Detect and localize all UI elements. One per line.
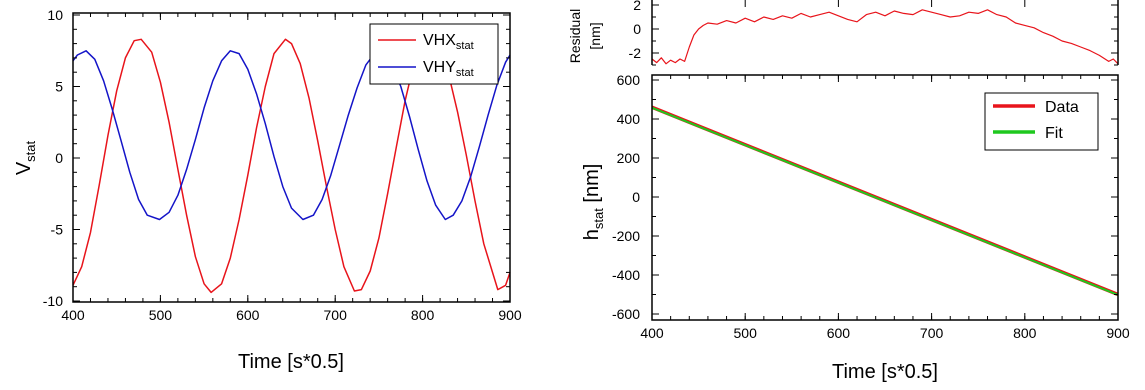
left-x-tick-label: 600 bbox=[236, 307, 260, 323]
residual-y-tick-label: -2 bbox=[629, 45, 642, 61]
residual-y-axis-label-line2: [nm] bbox=[587, 22, 603, 49]
height-y-label-suffix: [nm] bbox=[581, 164, 603, 208]
left-legend-vhx-base: VHX bbox=[423, 32, 456, 49]
height-x-tick-label: 600 bbox=[827, 325, 851, 341]
left-y-label-sub: stat bbox=[23, 140, 38, 161]
left-legend-box bbox=[369, 23, 499, 85]
left-series-line-1 bbox=[72, 50, 511, 221]
left-legend-vhx-sub: stat bbox=[456, 40, 474, 52]
height-y-tick-label: 600 bbox=[617, 72, 641, 88]
height-y-tick-label: -400 bbox=[612, 267, 640, 283]
left-legend-label-vhx: VHXstat bbox=[423, 32, 474, 52]
residual-series-layer bbox=[651, 9, 1119, 65]
height-x-axis-label: Time [s*0.5] bbox=[832, 361, 938, 383]
left-x-axis-label: Time [s*0.5] bbox=[238, 351, 344, 373]
left-y-tick-label: 10 bbox=[47, 7, 63, 23]
left-legend: VHXstat VHYstat bbox=[369, 23, 499, 85]
height-y-tick-label: 0 bbox=[632, 189, 640, 205]
residual-series-line-0 bbox=[651, 9, 1119, 65]
height-x-tick-label: 900 bbox=[1106, 325, 1130, 341]
residual-y-tick-label: 2 bbox=[633, 0, 641, 13]
height-chart: 400 500 600 700 800 900 600 400 200 0 -200 -400 -600… bbox=[581, 72, 1130, 383]
height-legend-label-fit: Fit bbox=[1045, 125, 1063, 142]
left-y-tick-label: -5 bbox=[51, 222, 64, 238]
left-axes: 400 500 600 700 800 900 10 5 0 -5 -10 bbox=[43, 7, 522, 323]
height-y-label-base: h bbox=[581, 229, 603, 240]
residual-y-tick-label: 0 bbox=[633, 21, 641, 37]
height-series-layer bbox=[651, 105, 1119, 297]
left-y-tick-label: -10 bbox=[43, 293, 63, 309]
residual-y-axis-label-line1: Residual bbox=[567, 9, 583, 63]
height-legend: Data Fit bbox=[984, 92, 1099, 151]
height-x-tick-label: 500 bbox=[734, 325, 758, 341]
height-y-tick-label: 400 bbox=[617, 111, 641, 127]
left-x-tick-label: 500 bbox=[149, 307, 173, 323]
residual-axes: 2 0 -2 bbox=[629, 0, 1119, 66]
left-y-tick-label: 0 bbox=[55, 150, 63, 166]
left-x-tick-label: 900 bbox=[498, 307, 522, 323]
height-axes: 400 500 600 700 800 900 600 400 200 0 -200 -400 -600 bbox=[612, 72, 1130, 341]
residual-chart: 2 0 -2 Residual [nm] bbox=[567, 0, 1119, 66]
left-y-tick-label: 5 bbox=[55, 79, 63, 95]
height-legend-label-data: Data bbox=[1045, 99, 1079, 116]
height-y-axis-label: hstat [nm] bbox=[581, 164, 606, 241]
height-y-tick-label: -200 bbox=[612, 228, 640, 244]
height-legend-box bbox=[984, 92, 1099, 151]
height-series-line-1 bbox=[651, 106, 1119, 296]
height-y-tick-label: -600 bbox=[612, 306, 640, 322]
left-x-tick-label: 700 bbox=[324, 307, 348, 323]
left-y-label-base: V bbox=[13, 161, 35, 175]
left-y-axis-label: Vstat bbox=[13, 140, 38, 175]
left-legend-label-vhy: VHYstat bbox=[423, 59, 474, 79]
height-x-tick-label: 400 bbox=[640, 325, 664, 341]
height-x-tick-label: 700 bbox=[920, 325, 944, 341]
left-x-tick-label: 800 bbox=[411, 307, 435, 323]
height-x-tick-label: 800 bbox=[1013, 325, 1037, 341]
left-x-tick-label: 400 bbox=[61, 307, 85, 323]
left-legend-vhy-base: VHY bbox=[423, 59, 456, 76]
height-y-tick-label: 200 bbox=[617, 150, 641, 166]
left-legend-vhy-sub: stat bbox=[456, 67, 474, 79]
height-y-label-sub: stat bbox=[591, 208, 606, 229]
